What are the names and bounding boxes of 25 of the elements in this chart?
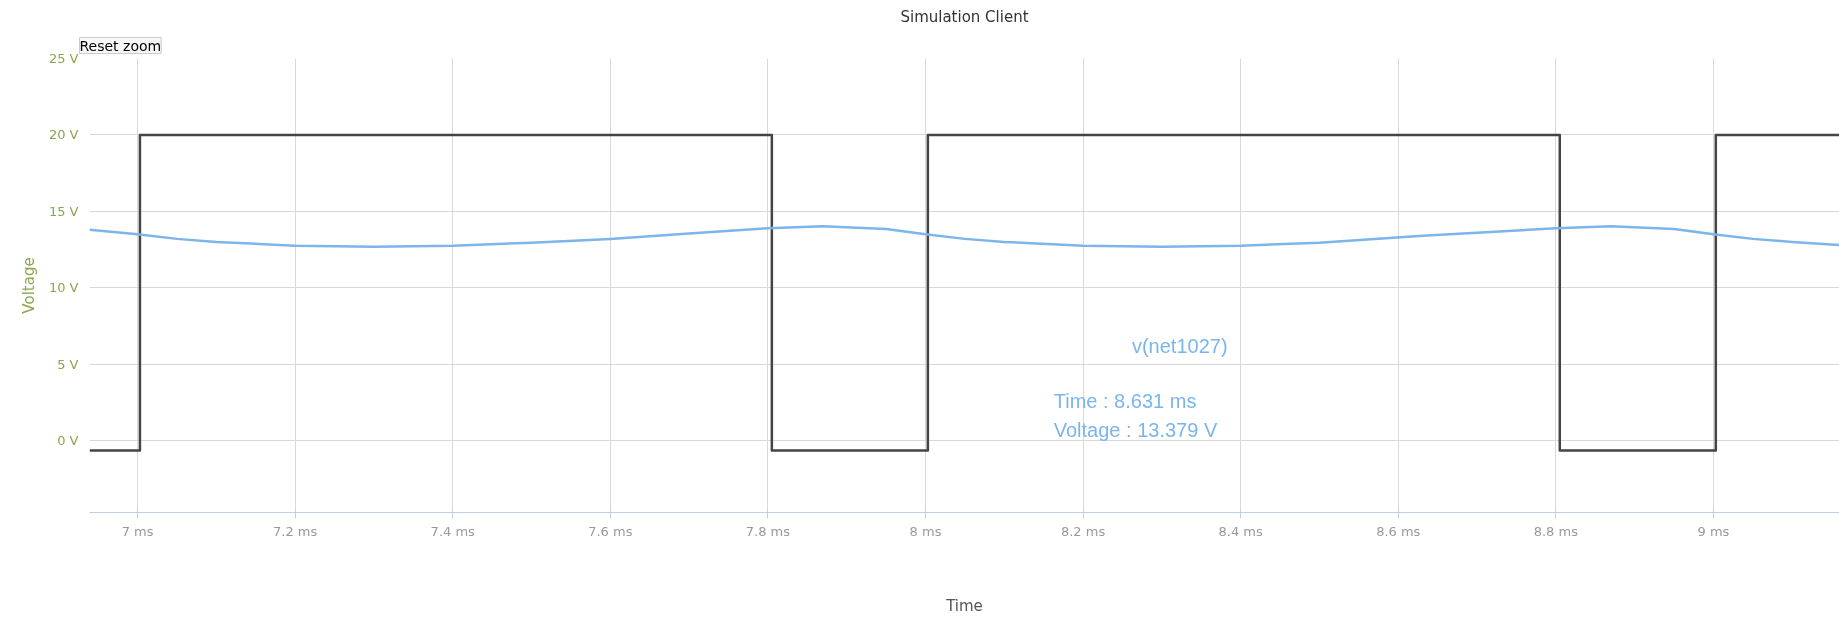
y-tick-label: 20 V [48, 127, 79, 143]
x-tick-label: 9 ms [1697, 523, 1730, 539]
y-tick-label: 5 V [57, 356, 79, 372]
x-tick-label: 7.8 ms [745, 523, 791, 539]
y-tick-label: 0 V [57, 433, 79, 449]
y-tick-label: 25 V [48, 51, 79, 66]
x-tick-label: 7.2 ms [273, 523, 318, 539]
annotation: v(net1027) [1131, 335, 1228, 358]
x-axis-title: Time [945, 596, 983, 615]
annotation: Time : 8.631 ms [1053, 389, 1197, 412]
annotation: Voltage : 13.379 V [1053, 419, 1218, 442]
text: Reset zoom [79, 37, 162, 54]
x-tick-label: 8.8 ms [1533, 523, 1579, 539]
x-tick-label: 8.6 ms [1376, 523, 1421, 539]
x-tick-label: 8 ms [909, 523, 942, 539]
x-tick-label: 7.6 ms [588, 523, 633, 539]
x-tick-label: 7.4 ms [430, 523, 476, 539]
y-tick-label: 15 V [48, 203, 79, 219]
y-tick-label: 10 V [48, 280, 79, 296]
x-tick-label: 8.4 ms [1218, 523, 1264, 539]
y-axis-title: Voltage [19, 257, 38, 314]
chart-title: Simulation Client [900, 7, 1029, 26]
x-tick-label: 7 ms [121, 523, 154, 539]
x-tick-label: 8.2 ms [1060, 523, 1106, 539]
line-series [89, 224, 1839, 249]
